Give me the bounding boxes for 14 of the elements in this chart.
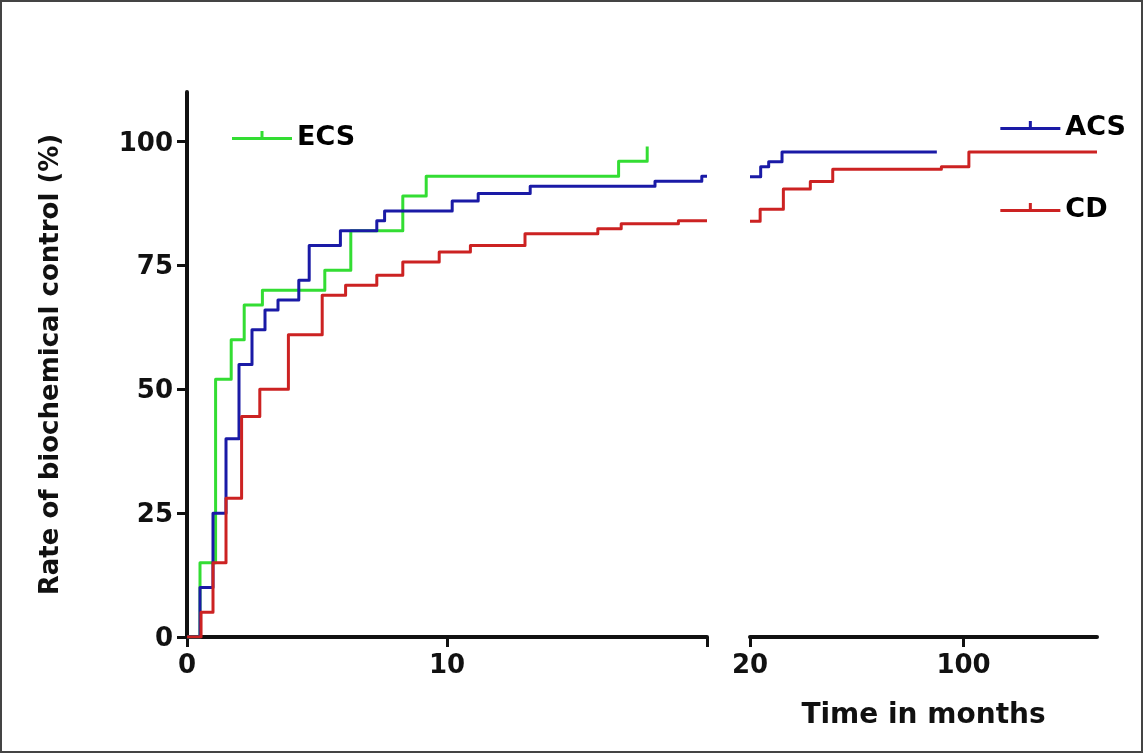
legend-label: CD <box>1065 192 1108 223</box>
legend-label: ACS <box>1065 110 1127 141</box>
y-tick-label: 75 <box>136 250 173 281</box>
x-tick-label: 10 <box>428 649 466 679</box>
y-tick-label: 25 <box>136 498 173 529</box>
legend-label: ECS <box>297 120 356 151</box>
x-axis-title: Time in months <box>801 696 1046 730</box>
x-tick-label: 20 <box>731 649 769 679</box>
y-axis-title: Rate of biochemical control (%) <box>34 133 64 596</box>
y-tick-label: 50 <box>136 374 173 405</box>
x-tick-label: 100 <box>936 649 991 679</box>
y-tick-label: 0 <box>154 622 173 652</box>
x-tick-label: 0 <box>177 649 197 679</box>
y-tick-label: 100 <box>118 126 173 157</box>
